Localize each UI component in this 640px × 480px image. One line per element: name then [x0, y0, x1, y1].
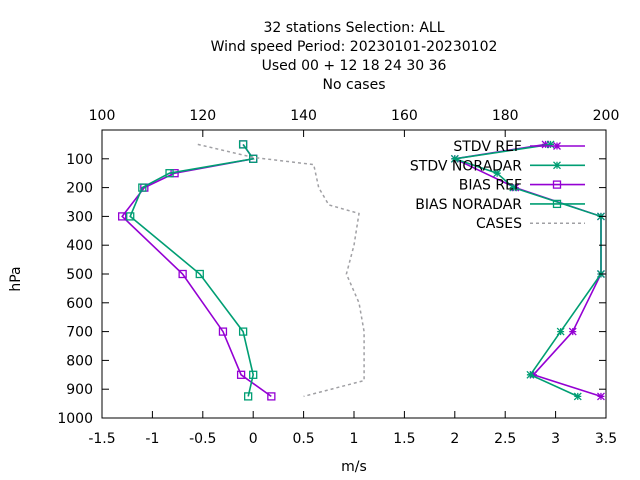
y-tick-label: 700 [66, 325, 93, 341]
bottom-axis: -1.5 -1 -0.5 0 0.5 1 1.5 2 2.5 3 3.5 [88, 411, 617, 447]
x2-tick-label: 140 [290, 108, 317, 124]
legend-label: CASES [476, 216, 522, 232]
y-tick-label: 500 [66, 267, 93, 283]
x2-tick-label: 180 [492, 108, 519, 124]
legend: STDV REF STDV NORADAR BIAS REF BIAS NORADAR… [410, 139, 585, 232]
title-line: Wind speed Period: 20230101-20230102 [211, 39, 498, 55]
data-point [118, 212, 127, 221]
data-point [556, 327, 565, 336]
data-point [553, 161, 561, 170]
series-layer [118, 140, 605, 401]
data-point [249, 370, 258, 379]
data-point [450, 154, 459, 163]
x2-tick-label: 200 [593, 108, 620, 124]
series-line [129, 143, 255, 397]
x-tick-label: 0 [249, 431, 258, 447]
x2-tick-label: 100 [89, 108, 116, 124]
chart-title: 32 stations Selection: ALL Wind speed Per… [211, 20, 498, 93]
data-point [236, 370, 246, 379]
data-point [178, 269, 187, 279]
y-tick-label: 1000 [57, 411, 93, 427]
series-line [197, 143, 365, 398]
data-point [568, 327, 577, 336]
data-point [195, 269, 204, 279]
legend-label: STDV REF [453, 139, 522, 155]
data-point [238, 327, 248, 336]
top-axis: 100 120 140 160 180 200 [89, 108, 620, 137]
y-tick-label: 800 [66, 353, 93, 369]
y-tick-label: 100 [66, 152, 93, 168]
data-point [553, 142, 561, 150]
y-tick-label: 200 [66, 181, 93, 197]
y-tick-label: 300 [66, 209, 93, 225]
x-tick-label: -1.5 [88, 431, 115, 447]
data-point [493, 169, 502, 178]
x-tick-label: 0.5 [292, 431, 314, 447]
data-point [238, 140, 248, 149]
title-line: 32 stations Selection: ALL [263, 20, 444, 36]
data-point [218, 327, 228, 336]
data-point [546, 140, 555, 149]
data-point [552, 180, 562, 189]
title-line: No cases [323, 77, 386, 93]
x2-tick-label: 160 [391, 108, 418, 124]
x-tick-label: -0.5 [189, 431, 216, 447]
data-point [138, 183, 147, 192]
data-point [597, 392, 605, 401]
x-tick-label: 2.5 [494, 431, 516, 447]
x-tick-label: 1.5 [393, 431, 415, 447]
y-tick-label: 400 [66, 238, 93, 254]
x-tick-label: 3 [551, 431, 560, 447]
legend-label: BIAS REF [459, 178, 522, 194]
series-bias-noradar [126, 140, 258, 401]
data-point [244, 392, 253, 401]
x-axis-label: m/s [341, 459, 367, 475]
left-axis: 100 200 300 400 500 600 700 800 900 1000 [57, 152, 606, 427]
series-cases [197, 143, 365, 398]
y-tick-label: 600 [66, 296, 93, 312]
data-point [165, 169, 174, 178]
y-axis-label: hPa [8, 266, 24, 291]
x-tick-label: 1 [350, 431, 359, 447]
data-point [126, 212, 135, 221]
y-tick-label: 900 [66, 382, 93, 398]
data-point [267, 392, 276, 401]
data-point [552, 199, 562, 209]
data-point [573, 392, 582, 401]
x-tick-label: 2 [450, 431, 459, 447]
legend-label: STDV NORADAR [410, 158, 522, 174]
legend-label: BIAS NORADAR [415, 197, 522, 213]
x2-tick-label: 120 [189, 108, 216, 124]
x-tick-label: 3.5 [595, 431, 617, 447]
data-point [526, 370, 535, 379]
x-tick-label: -1 [145, 431, 159, 447]
data-point [509, 183, 518, 192]
title-line: Used 00 + 12 18 24 30 36 [262, 58, 447, 74]
data-point [249, 154, 258, 163]
